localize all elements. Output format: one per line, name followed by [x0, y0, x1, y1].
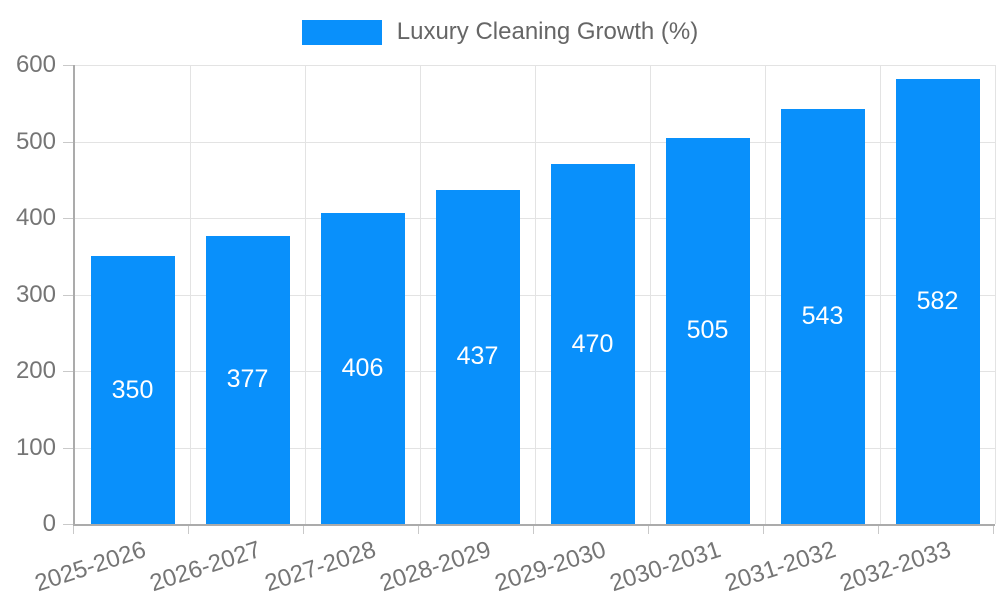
bar-value-label: 505 [686, 316, 729, 345]
x-tick-mark [188, 526, 189, 534]
legend-swatch[interactable] [301, 19, 382, 45]
y-axis-tick-label: 500 [15, 127, 56, 155]
legend-label: Luxury Cleaning Growth (%) [396, 18, 699, 45]
bar-2032-2033[interactable]: 582 [895, 78, 980, 524]
y-axis-tick-label: 300 [15, 280, 56, 308]
bar-value-label: 543 [801, 301, 844, 330]
y-tick-mark [63, 141, 73, 143]
x-gridline [420, 65, 421, 524]
x-tick-mark [303, 526, 304, 534]
y-tick-mark [63, 294, 73, 296]
x-gridline [995, 65, 996, 524]
x-gridline [535, 65, 536, 524]
bar-2025-2026[interactable]: 350 [90, 256, 175, 524]
y-tick-mark [63, 524, 73, 525]
y-axis-tick-label: 100 [15, 433, 56, 461]
x-tick-mark [763, 526, 764, 534]
x-tick-mark [73, 526, 74, 534]
y-tick-mark [63, 447, 73, 449]
x-tick-mark [878, 526, 879, 534]
bar-value-label: 582 [916, 286, 959, 315]
x-gridline [190, 65, 191, 524]
bar-value-label: 377 [226, 365, 269, 394]
bar-2028-2029[interactable]: 437 [435, 189, 520, 524]
bar-2027-2028[interactable]: 406 [320, 213, 405, 524]
x-tick-mark [648, 526, 649, 534]
bar-2030-2031[interactable]: 505 [665, 137, 750, 524]
y-axis-tick-label: 200 [15, 357, 56, 384]
x-axis-category-label: 2032-2033 [836, 536, 954, 598]
bar-value-label: 350 [111, 375, 154, 404]
x-axis-category-label: 2030-2031 [606, 536, 724, 598]
bar-value-label: 437 [456, 342, 499, 371]
x-gridline [305, 65, 306, 524]
x-tick-mark [993, 526, 994, 534]
y-axis-tick-label: 400 [15, 204, 56, 231]
y-tick-mark [63, 218, 73, 219]
x-axis-category-label: 2028-2029 [376, 536, 494, 598]
bar-2031-2032[interactable]: 543 [780, 108, 865, 524]
x-axis-category-label: 2027-2028 [261, 536, 379, 598]
bar-2026-2027[interactable]: 377 [205, 235, 290, 524]
x-gridline [765, 65, 766, 524]
x-axis-category-label: 2025-2026 [31, 536, 149, 598]
x-tick-mark [533, 526, 534, 534]
legend[interactable]: Luxury Cleaning Growth (%) [0, 18, 1000, 46]
x-axis-category-label: 2026-2027 [146, 536, 264, 598]
x-gridline [880, 65, 881, 524]
x-axis-category-label: 2031-2032 [721, 536, 839, 598]
x-axis-category-label: 2029-2030 [491, 536, 609, 598]
x-tick-mark [418, 526, 419, 534]
bar-value-label: 406 [341, 354, 384, 383]
bar-2029-2030[interactable]: 470 [550, 164, 635, 524]
x-gridline [650, 65, 651, 524]
y-tick-mark [63, 65, 73, 66]
y-axis-tick-label: 600 [15, 51, 56, 78]
y-tick-mark [63, 371, 73, 372]
bar-value-label: 470 [571, 329, 614, 358]
plot-area: 350 377 406 437 470 505 543 582 [73, 65, 996, 526]
y-axis-tick-label: 0 [42, 510, 56, 537]
